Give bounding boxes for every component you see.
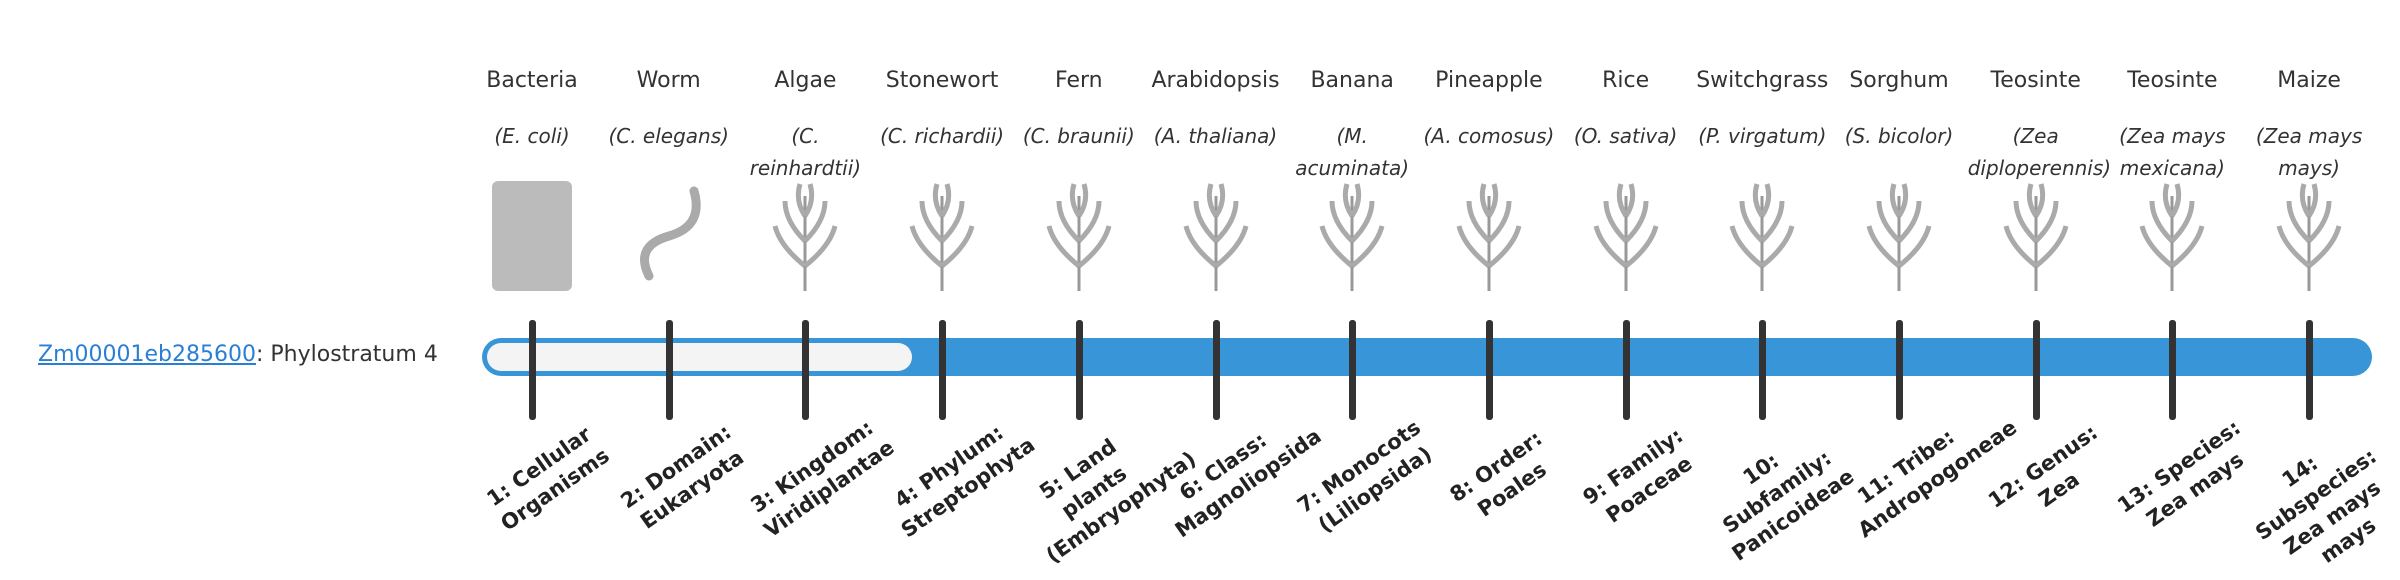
organism-name: Pineapple [1435, 68, 1543, 93]
stratum-label: 4: Phylum: Streptophyta [890, 420, 1040, 543]
timeline-unreached [487, 343, 913, 371]
organism-image [772, 183, 838, 291]
stratum-tick [939, 320, 947, 420]
stratum-tick [2306, 320, 2314, 420]
organism-image [1183, 183, 1248, 291]
organism-image [2139, 183, 2205, 291]
organism-name: Worm [636, 68, 701, 93]
organism-image [492, 181, 572, 291]
stratum-tick [2032, 320, 2040, 420]
organism-image [1046, 183, 1112, 291]
stratum-tick [2169, 320, 2177, 420]
organism-species: (M. acuminata) [1295, 124, 1410, 180]
stratum-tick [529, 320, 536, 420]
stratum-label: 10: Subfamily: Panicoideae [1718, 445, 1859, 566]
organism-species: (A. comosus) [1423, 124, 1555, 148]
organism-species: (C. elegans) [608, 124, 729, 148]
gene-link[interactable]: Zm00001eb285600 [38, 342, 256, 367]
gene-stratum-number: 4 [423, 342, 438, 367]
organism-name: Teosinte [1990, 68, 2081, 93]
organism-name: Maize [2277, 68, 2341, 93]
organism-image [909, 183, 975, 291]
stratum-tick [1349, 320, 1357, 420]
organism-image [1729, 183, 1795, 291]
stratum-tick [1759, 320, 1767, 420]
stratum-label: 14: Subspecies: Zea mays mays [2251, 444, 2386, 568]
organism-species: (E. coli) [494, 124, 570, 148]
stratum-label: 13: Species: Zea mays [2113, 415, 2249, 532]
organism-image [2003, 183, 2069, 291]
organism-image [1866, 183, 1932, 291]
organism-species: (A. thaliana) [1153, 124, 1278, 148]
organism-name: Sorghum [1849, 68, 1949, 93]
stratum-tick [1896, 320, 1903, 420]
organism-species: (O. sativa) [1573, 124, 1678, 148]
organism-name: Switchgrass [1696, 68, 1829, 93]
stratum-label: 8: Order: Poales [1445, 426, 1551, 522]
organism-name: Rice [1602, 68, 1650, 93]
gene-label: Zm00001eb285600: Phylostratum 4 [38, 342, 438, 367]
organism-name: Arabidopsis [1151, 68, 1280, 93]
organism-species: (C. richardii) [880, 124, 1005, 148]
organism-species: (Zea mays mays) [2255, 124, 2363, 180]
stratum-tick [1622, 320, 1630, 420]
organism-species: (Zea diploperennis) [1967, 124, 2112, 180]
organism-image [639, 186, 701, 281]
stratum-tick [665, 320, 673, 420]
organism-image [2276, 183, 2342, 291]
stratum-label: 3: Kingdom: Viridiplantae [746, 415, 899, 543]
stratum-tick [1075, 320, 1083, 420]
organism-name: Teosinte [2127, 68, 2218, 93]
stratum-label: 5: Land plants (Embryophyta) [1034, 434, 1201, 568]
organism-image [1456, 183, 1522, 291]
organism-species: (Zea mays mexicana) [2119, 124, 2226, 180]
organism-name: Algae [774, 68, 837, 93]
stratum-tick [1485, 320, 1493, 420]
gene-stratum-text: : Phylostratum [255, 342, 417, 367]
stratum-label: 11: Tribe: Andropogoneae [1853, 415, 2022, 543]
organism-image [1319, 183, 1385, 291]
organism-name: Stonewort [885, 68, 999, 93]
organism-image [1593, 183, 1659, 291]
organism-name: Banana [1310, 68, 1394, 93]
stratum-tick [802, 320, 810, 420]
organism-species: (P. virgatum) [1698, 124, 1827, 148]
organism-species: (C. braunii) [1022, 124, 1135, 148]
stratum-label: 9: Family: Poaceae [1578, 423, 1697, 528]
organism-name: Fern [1055, 68, 1103, 93]
organism-species: (S. bicolor) [1844, 124, 1954, 148]
organism-name: Bacteria [486, 68, 578, 93]
stratum-tick [1212, 320, 1220, 420]
organism-species: (C. reinhardtii) [749, 124, 862, 180]
stratum-label: 2: Domain: Eukaryota [616, 419, 748, 534]
stratum-label: 1: Cellular Organisms [482, 421, 614, 536]
